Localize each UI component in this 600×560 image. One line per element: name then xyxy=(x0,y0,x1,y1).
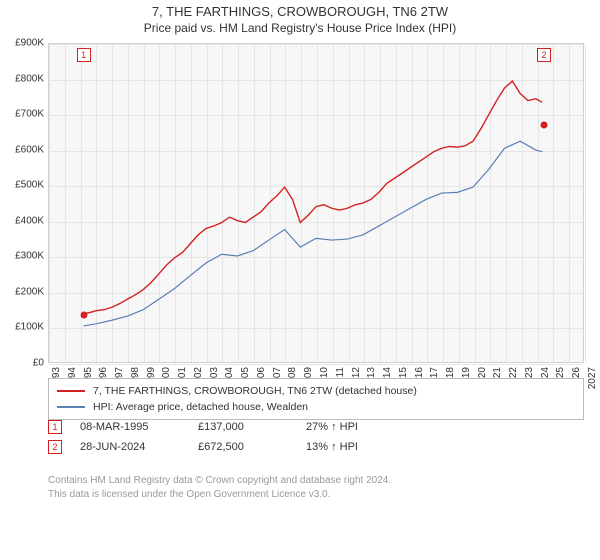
page-subtitle: Price paid vs. HM Land Registry's House … xyxy=(0,21,600,35)
legend-swatch xyxy=(57,390,85,392)
footer: Contains HM Land Registry data © Crown c… xyxy=(48,474,584,501)
data-point-row: 1 08-MAR-1995 £137,000 27% ↑ HPI xyxy=(48,420,584,434)
x-tick-label: 2027 xyxy=(587,367,598,389)
y-tick-label: £900K xyxy=(0,38,44,49)
plot-area: 12 xyxy=(48,43,584,363)
data-point-pct: 27% ↑ HPI xyxy=(306,421,396,433)
data-point-marker: 1 xyxy=(48,420,62,434)
marker-box: 1 xyxy=(77,48,91,62)
y-tick-label: £600K xyxy=(0,144,44,155)
chart: 12 £0£100K£200K£300K£400K£500K£600K£700K… xyxy=(0,35,600,413)
footer-line-2: This data is licensed under the Open Gov… xyxy=(48,488,584,502)
footer-line-1: Contains HM Land Registry data © Crown c… xyxy=(48,474,584,488)
data-point-table: 1 08-MAR-1995 £137,000 27% ↑ HPI 2 28-JUN-202… xyxy=(48,420,584,460)
y-tick-label: £100K xyxy=(0,322,44,333)
legend: 7, THE FARTHINGS, CROWBOROUGH, TN6 2TW (… xyxy=(48,378,584,420)
y-tick-label: £800K xyxy=(0,73,44,84)
page-title: 7, THE FARTHINGS, CROWBOROUGH, TN6 2TW xyxy=(0,4,600,19)
data-point-row: 2 28-JUN-2024 £672,500 13% ↑ HPI xyxy=(48,440,584,454)
legend-label: HPI: Average price, detached house, Weal… xyxy=(93,399,308,415)
legend-row: HPI: Average price, detached house, Weal… xyxy=(57,399,575,415)
y-tick-label: £0 xyxy=(0,358,44,369)
gridline-h xyxy=(49,364,583,365)
data-point-date: 28-JUN-2024 xyxy=(80,441,180,453)
series-hpi xyxy=(49,44,583,362)
y-tick-label: £500K xyxy=(0,180,44,191)
legend-row: 7, THE FARTHINGS, CROWBOROUGH, TN6 2TW (… xyxy=(57,383,575,399)
legend-swatch xyxy=(57,406,85,408)
data-point-marker: 2 xyxy=(48,440,62,454)
marker-box: 2 xyxy=(537,48,551,62)
y-tick-label: £200K xyxy=(0,286,44,297)
y-tick-label: £400K xyxy=(0,215,44,226)
y-tick-label: £700K xyxy=(0,109,44,120)
marker-dot xyxy=(80,312,87,319)
y-tick-label: £300K xyxy=(0,251,44,262)
data-point-price: £672,500 xyxy=(198,441,288,453)
legend-label: 7, THE FARTHINGS, CROWBOROUGH, TN6 2TW (… xyxy=(93,383,417,399)
data-point-price: £137,000 xyxy=(198,421,288,433)
gridline-v xyxy=(585,44,586,362)
data-point-pct: 13% ↑ HPI xyxy=(306,441,396,453)
marker-dot xyxy=(541,121,548,128)
data-point-date: 08-MAR-1995 xyxy=(80,421,180,433)
